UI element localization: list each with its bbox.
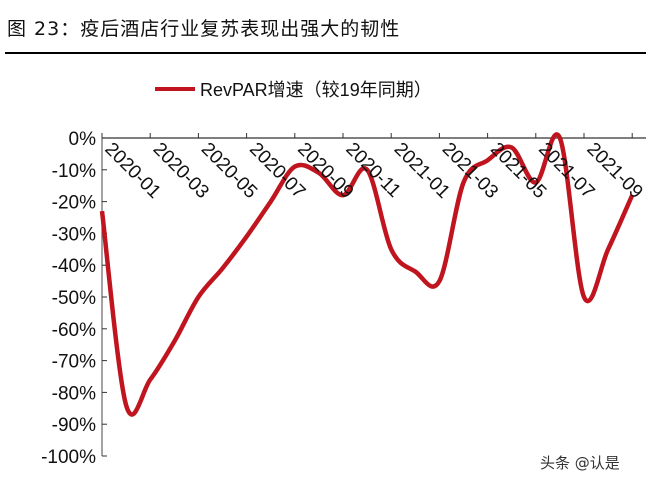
y-tick-label: -10% <box>52 161 96 182</box>
figure-title: 图 23：疫后酒店行业复苏表现出强大的韧性 <box>7 18 401 40</box>
title-divider <box>5 52 646 54</box>
y-tick-label: 0% <box>69 129 97 150</box>
y-tick-label: -60% <box>52 320 96 341</box>
y-tick-label: -80% <box>52 383 96 404</box>
y-tick-label: -50% <box>52 288 96 309</box>
y-tick-label: -70% <box>52 352 96 373</box>
y-tick-label: -100% <box>41 447 96 468</box>
y-tick-label: -40% <box>52 256 96 277</box>
y-tick-label: -30% <box>52 224 96 245</box>
watermark: 头条 @认是 <box>540 454 620 472</box>
series-line <box>99 132 635 417</box>
y-tick-label: -20% <box>52 193 96 214</box>
y-tick-label: -90% <box>52 415 96 436</box>
legend-label: RevPAR增速（较19年同期） <box>200 80 432 100</box>
